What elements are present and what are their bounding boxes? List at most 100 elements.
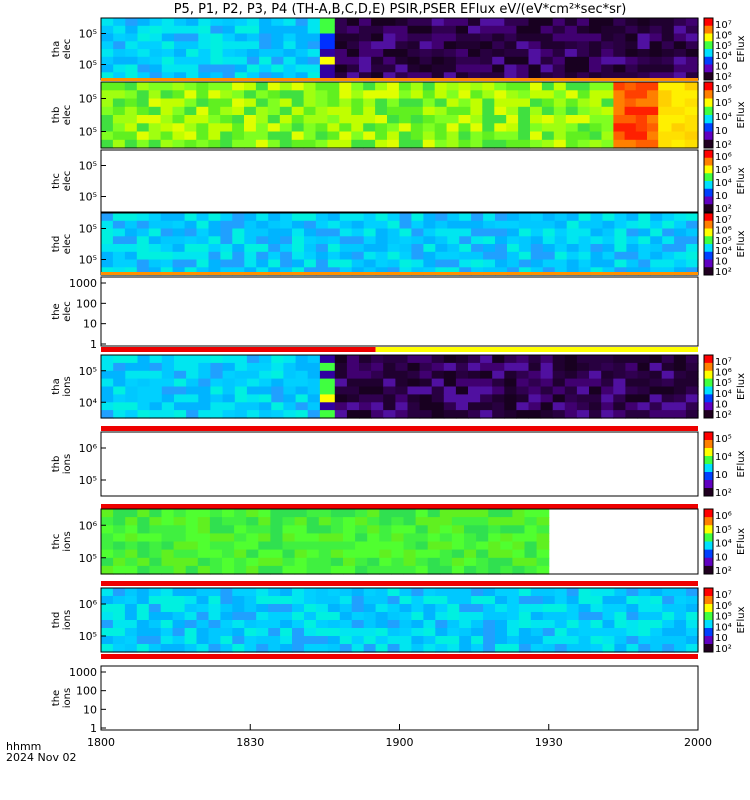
- spectrogram-cell: [351, 99, 364, 108]
- spectrogram-cell: [388, 252, 401, 260]
- spectrogram-cell: [186, 371, 199, 380]
- spectrogram-cell: [340, 244, 353, 252]
- spectrogram-cell: [428, 517, 441, 526]
- spectrogram-cell: [525, 542, 538, 551]
- spectrogram-cell: [113, 123, 126, 132]
- spectrogram-cell: [650, 244, 663, 252]
- spectrogram-cell: [399, 123, 412, 132]
- spectrogram-cell: [375, 90, 388, 99]
- x-tick-label: 1930: [535, 736, 563, 749]
- spectrogram-cell: [650, 213, 663, 221]
- spectrogram-cell: [113, 236, 126, 244]
- spectrogram-cell: [565, 379, 578, 388]
- spectrogram-cell: [235, 41, 248, 49]
- spectrogram-cell: [270, 542, 283, 551]
- y-tick-label: 10⁴: [79, 396, 98, 409]
- spectrogram-cell: [220, 90, 233, 99]
- spectrogram-cell: [423, 115, 436, 124]
- spectrogram-cell: [500, 558, 513, 567]
- spectrogram-cell: [283, 550, 296, 559]
- spectrogram-cell: [101, 542, 114, 551]
- spectrogram-cell: [464, 525, 477, 534]
- spectrogram-cell: [137, 628, 150, 637]
- spectrogram-cell: [137, 229, 150, 237]
- panel-the-ions: 1000100101the ions: [51, 666, 698, 735]
- colorbar-band: [704, 252, 713, 260]
- spectrogram-cell: [519, 588, 532, 597]
- spectrogram-cell: [113, 99, 126, 108]
- spectrogram-cell: [185, 260, 198, 268]
- spectrogram-cell: [101, 402, 114, 411]
- spectrogram-cell: [316, 82, 329, 91]
- colorbar-tick-label: 10⁶: [715, 152, 732, 163]
- spectrogram-cell: [280, 644, 293, 653]
- spectrogram-cell: [244, 644, 256, 653]
- spectrogram-cell: [435, 221, 448, 229]
- spectrogram-cell: [480, 379, 493, 388]
- spectrogram-cell: [149, 636, 162, 645]
- spectrogram-cell: [232, 213, 245, 221]
- spectrogram-cell: [101, 644, 114, 653]
- spectrogram-cell: [658, 140, 672, 149]
- spectrogram-cell: [149, 620, 162, 629]
- spectrogram-cell: [375, 123, 388, 132]
- spectrogram-cell: [416, 566, 429, 575]
- spectrogram-cell: [234, 533, 247, 542]
- spectrogram-cell: [459, 628, 472, 637]
- spectrogram-cell: [335, 394, 348, 403]
- spectrogram-cell: [650, 387, 663, 396]
- spectrogram-cell: [210, 371, 223, 380]
- spectrogram-cell: [440, 550, 453, 559]
- spectrogram-cell: [686, 644, 699, 653]
- spectrogram-cell: [686, 394, 699, 403]
- spectrogram-cell: [328, 628, 341, 637]
- colorbar-tick-label: 10²: [715, 72, 732, 83]
- spectrogram-cell: [328, 213, 341, 221]
- spectrogram-cell: [420, 394, 433, 403]
- spectrogram-cell: [662, 410, 675, 419]
- spectrogram-cell: [662, 18, 675, 26]
- spectrogram-cell: [404, 509, 417, 518]
- spectrogram-cell: [220, 236, 233, 244]
- spectrogram-cell: [647, 107, 659, 116]
- spectrogram-cell: [578, 82, 591, 91]
- spectrogram-cell: [625, 355, 638, 364]
- spectrogram-cell: [468, 387, 481, 396]
- y-axis-label: thb: [51, 107, 62, 124]
- spectrogram-cell: [613, 387, 626, 396]
- spectrogram-cell: [423, 99, 436, 108]
- spectrogram-cell: [589, 65, 602, 73]
- spectrogram-cell: [149, 82, 162, 91]
- spectrogram-cell: [308, 26, 321, 34]
- spectrogram-cell: [686, 363, 699, 372]
- spectrogram-cell: [459, 596, 472, 605]
- spectrogram-cell: [444, 41, 457, 49]
- spectrogram-cell: [435, 107, 448, 116]
- spectrogram-cell: [316, 588, 329, 597]
- spectrogram-cell: [186, 18, 199, 26]
- colorbar-band: [704, 394, 713, 402]
- spectrogram-cell: [359, 18, 372, 26]
- spectrogram-cell: [625, 57, 638, 65]
- spectrogram-cell: [295, 566, 308, 575]
- spectrogram-cell: [674, 402, 687, 411]
- spectrogram-cell: [376, 221, 389, 229]
- spectrogram-cell: [428, 558, 441, 567]
- spectrogram-cell: [456, 41, 469, 49]
- spectrogram-cell: [435, 229, 448, 237]
- spectrogram-cell: [220, 612, 233, 621]
- spectrogram-cell: [371, 41, 384, 49]
- spectrogram-cell: [614, 252, 627, 260]
- spectrogram-cell: [292, 115, 305, 124]
- spectrogram-cell: [174, 371, 187, 380]
- colorbar-tick-label: 10⁶: [715, 511, 732, 522]
- spectrogram-cell: [161, 99, 174, 108]
- spectrogram-cell: [459, 252, 472, 260]
- y-tick-label: 10: [83, 703, 97, 716]
- spectrogram-cell: [492, 26, 505, 34]
- spectrogram-cell: [162, 533, 175, 542]
- spectrogram-cell: [174, 410, 187, 419]
- spectrogram-cell: [113, 252, 126, 260]
- spectrogram-cell: [174, 49, 187, 57]
- panel-thb-elec: 10⁵10⁵thb elec10⁶10⁵10⁴10⁳10²EFlux: [51, 82, 747, 151]
